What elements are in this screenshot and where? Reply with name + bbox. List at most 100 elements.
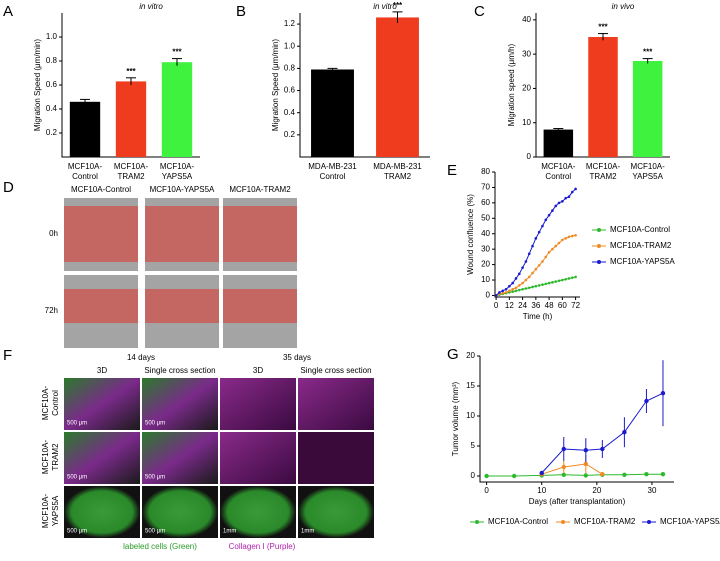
point — [524, 278, 528, 282]
label-line: MCF10A- — [631, 162, 666, 171]
point — [644, 472, 649, 477]
x-axis-label: Time (h) — [523, 312, 553, 321]
scale-label: 1mm — [301, 529, 314, 535]
point — [514, 289, 518, 293]
series-line — [541, 463, 603, 475]
bar — [632, 61, 663, 157]
y-tick-label: 10 — [522, 118, 531, 127]
column-header: 3D — [253, 366, 263, 375]
point — [570, 234, 574, 238]
x-tick-label: 36 — [531, 301, 540, 310]
wound-overlay — [223, 289, 297, 323]
label-line: MDA-MB-231 — [308, 162, 357, 171]
group-header: 35 days — [283, 353, 311, 362]
point — [557, 201, 561, 205]
x-tick-label: 30 — [648, 486, 657, 495]
point — [537, 230, 541, 234]
point — [498, 291, 501, 294]
point — [531, 244, 534, 248]
point — [527, 275, 531, 279]
point — [564, 277, 567, 281]
legend-marker — [597, 244, 601, 248]
point — [561, 200, 564, 203]
label-line: YAPS5A — [51, 495, 60, 526]
microscopy-image — [220, 486, 296, 538]
y-tick-label: 40 — [481, 229, 490, 238]
x-tick-label: MDA-MB-231 Control — [308, 162, 357, 181]
y-tick-label: 0.6 — [284, 86, 296, 95]
label-line: MCF10A- — [41, 386, 50, 421]
point — [521, 266, 524, 269]
y-tick-label: 20 — [466, 351, 475, 360]
label-line: MDA-MB-231 — [373, 162, 422, 171]
label-line: Control — [51, 390, 60, 416]
point — [504, 291, 508, 294]
point — [524, 287, 528, 290]
point — [561, 464, 566, 470]
label-line: YAPS5A — [162, 172, 193, 181]
y-tick-label: 10 — [466, 411, 475, 420]
point — [561, 472, 566, 477]
point — [524, 260, 528, 263]
label-line: Control — [545, 172, 571, 181]
point — [570, 276, 574, 280]
x-tick-label: 0 — [484, 486, 489, 495]
microscopy-image — [298, 486, 374, 538]
y-tick-label: 5 — [471, 441, 476, 450]
bar — [161, 62, 193, 158]
label-line: Control — [72, 172, 98, 181]
point — [541, 224, 544, 228]
microscopy-image — [142, 378, 218, 430]
point — [514, 277, 518, 280]
x-tick-label: MCF10A-YAPS5A — [160, 162, 195, 181]
point — [644, 398, 649, 404]
point — [557, 279, 561, 283]
wound-overlay — [223, 206, 297, 262]
legend-marker — [597, 228, 601, 232]
label-line: TRAM2 — [384, 172, 412, 181]
point — [554, 204, 558, 208]
y-tick-label: 15 — [466, 381, 475, 390]
point — [554, 280, 558, 283]
column-header: MCF10A-YAPS5A — [150, 185, 215, 194]
point — [517, 284, 521, 287]
y-tick-label: 10 — [481, 275, 490, 284]
legend-marker — [475, 520, 479, 524]
point — [622, 472, 627, 477]
point — [531, 285, 534, 289]
point — [531, 271, 534, 275]
significance: *** — [643, 48, 653, 57]
point — [541, 260, 544, 263]
point — [554, 244, 558, 248]
wound-overlay — [64, 289, 138, 323]
wound-overlay — [145, 206, 219, 262]
y-tick-label: 60 — [481, 198, 490, 207]
y-tick-label: 1.0 — [284, 41, 296, 50]
microscopy-image — [220, 378, 296, 430]
bar — [115, 81, 147, 157]
point — [561, 446, 566, 452]
wound-overlay — [145, 289, 219, 323]
scale-label: 500 μm — [145, 475, 165, 481]
x-tick-label: 72 — [571, 301, 580, 310]
point — [511, 281, 514, 285]
x-tick-label: 0 — [494, 301, 499, 310]
point — [484, 473, 489, 479]
point — [660, 391, 666, 396]
legend-label: MCF10A-Control — [488, 517, 548, 526]
legend-label: MCF10A-YAPS5A — [610, 257, 675, 266]
y-tick-label: 20 — [522, 84, 531, 93]
y-tick-label: 50 — [481, 213, 490, 222]
legend-label: MCF10A-Control — [610, 225, 670, 234]
y-axis-label: Migration Speed (μm/min) — [271, 39, 280, 132]
point — [583, 461, 589, 467]
x-tick-label: MDA-MB-231 TRAM2 — [373, 162, 422, 181]
column-header: Single cross section — [300, 366, 371, 375]
point — [501, 291, 505, 295]
panel-label: G — [447, 346, 459, 363]
wound-overlay — [64, 206, 138, 262]
label-line: TRAM2 — [51, 443, 60, 471]
axes — [494, 172, 580, 298]
point — [574, 275, 577, 279]
panel-label: E — [447, 162, 457, 179]
